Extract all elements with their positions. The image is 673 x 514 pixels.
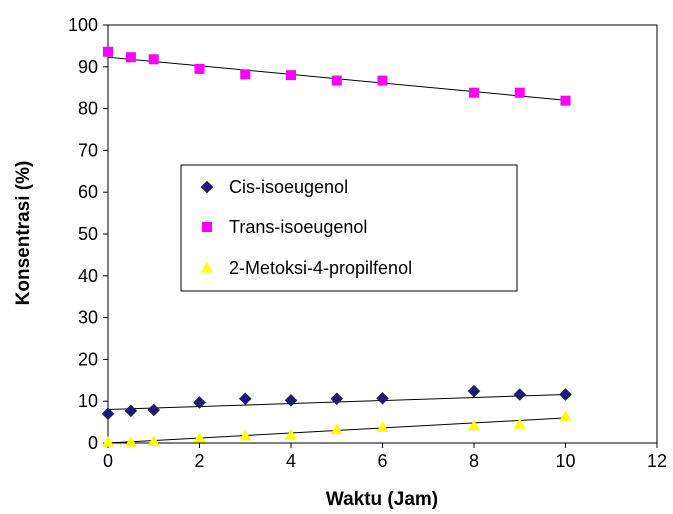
data-points xyxy=(101,46,572,447)
legend-label-cis-isoeugenol: Cis-isoeugenol xyxy=(229,177,348,197)
point-trans-isoeugenol xyxy=(148,54,159,65)
point-cis-isoeugenol xyxy=(238,392,252,405)
point-cis-isoeugenol xyxy=(147,403,161,417)
y-tick-label: 60 xyxy=(78,182,98,202)
point-2-metoksi-4-propilfenol xyxy=(330,423,343,435)
point-trans-isoeugenol xyxy=(514,87,525,98)
y-tick-label: 70 xyxy=(78,140,98,160)
y-tick-label: 80 xyxy=(78,99,98,119)
y-tick-label: 100 xyxy=(68,15,98,35)
legend-box xyxy=(180,164,518,292)
point-cis-isoeugenol xyxy=(467,384,481,398)
point-2-metoksi-4-propilfenol xyxy=(285,429,297,440)
point-trans-isoeugenol xyxy=(125,52,136,63)
point-2-metoksi-4-propilfenol xyxy=(147,435,160,446)
point-trans-isoeugenol xyxy=(103,46,113,57)
legend-label-2-metoksi-4-propilfenol: 2-Metoksi-4-propilfenol xyxy=(229,258,412,278)
point-2-metoksi-4-propilfenol xyxy=(124,436,137,447)
point-trans-isoeugenol xyxy=(560,95,571,106)
point-trans-isoeugenol xyxy=(469,87,479,98)
x-tick-label: 8 xyxy=(469,451,479,471)
legend-label-trans-isoeugenol: Trans-isoeugenol xyxy=(229,217,367,237)
point-trans-isoeugenol xyxy=(377,75,388,86)
point-2-metoksi-4-propilfenol xyxy=(376,421,389,433)
x-tick-label: 2 xyxy=(194,451,204,471)
point-2-metoksi-4-propilfenol xyxy=(102,436,114,447)
y-tick-label: 50 xyxy=(78,224,98,244)
point-2-metoksi-4-propilfenol xyxy=(239,429,252,441)
x-tick-label: 0 xyxy=(103,451,113,471)
point-cis-isoeugenol xyxy=(513,388,527,401)
point-trans-isoeugenol xyxy=(331,75,342,86)
legend-marker-trans-isoeugenol xyxy=(202,222,212,232)
x-tick-label: 10 xyxy=(555,451,575,471)
legend-marker-2-metoksi-4-propilfenol xyxy=(201,262,213,273)
x-tick-label: 4 xyxy=(286,451,296,471)
x-axis-title: Waktu (Jam) xyxy=(326,489,438,510)
x-tick-label: 12 xyxy=(647,451,667,471)
y-tick-label: 10 xyxy=(78,391,98,411)
point-trans-isoeugenol xyxy=(240,69,251,80)
x-tick-label: 6 xyxy=(377,451,387,471)
point-cis-isoeugenol xyxy=(376,391,389,405)
point-cis-isoeugenol xyxy=(193,396,206,409)
point-cis-isoeugenol xyxy=(559,388,572,401)
y-tick-label: 30 xyxy=(78,308,98,328)
point-cis-isoeugenol xyxy=(330,392,344,405)
legend: Cis-isoeugenol Trans-isoeugenol 2-Metoksi-… xyxy=(180,164,518,292)
y-tick-label: 0 xyxy=(88,433,98,453)
point-cis-isoeugenol xyxy=(284,394,298,407)
axes: 0 10 20 30 40 50 60 70 80 90 100 0 2 4 6 8 10 12 xyxy=(68,15,667,471)
y-tick-label: 90 xyxy=(78,57,98,77)
y-axis-title: Konsentrasi (%) xyxy=(13,161,34,306)
point-trans-isoeugenol xyxy=(286,70,296,81)
point-2-metoksi-4-propilfenol xyxy=(513,418,526,429)
y-tick-label: 40 xyxy=(78,266,98,286)
point-cis-isoeugenol xyxy=(124,404,138,418)
point-2-metoksi-4-propilfenol xyxy=(193,431,206,443)
point-trans-isoeugenol xyxy=(194,63,205,74)
point-2-metoksi-4-propilfenol xyxy=(468,419,480,431)
point-cis-isoeugenol xyxy=(101,407,115,421)
legend-marker-cis-isoeugenol xyxy=(200,180,214,194)
point-2-metoksi-4-propilfenol xyxy=(559,410,572,421)
y-tick-label: 20 xyxy=(78,349,98,369)
